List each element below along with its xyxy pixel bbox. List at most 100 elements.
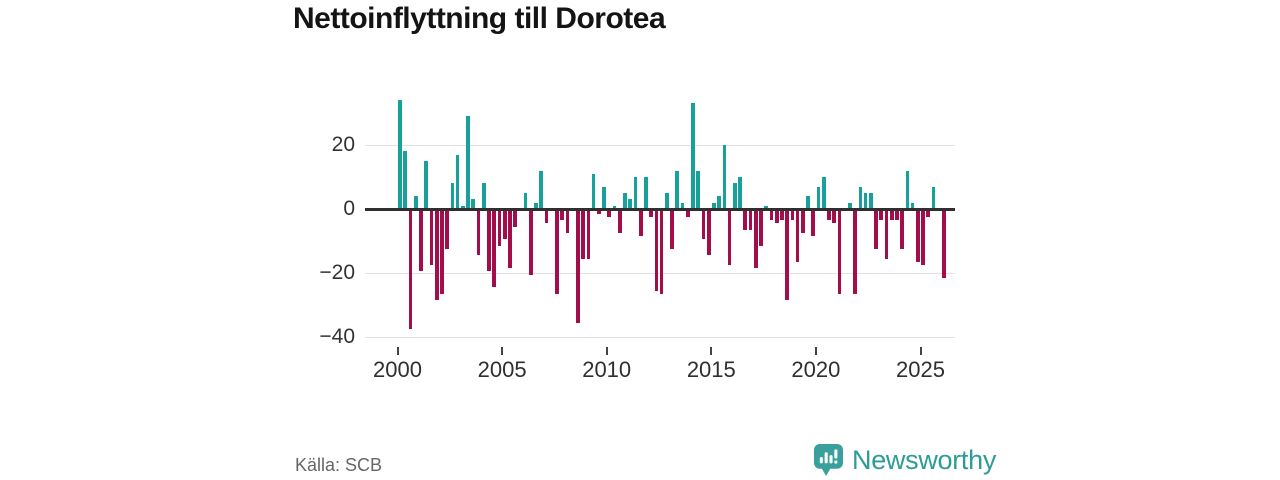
- bar: [424, 161, 429, 209]
- bar: [800, 210, 805, 233]
- bar: [717, 196, 721, 209]
- y-axis-label: −40: [319, 325, 355, 348]
- bar: [905, 170, 910, 209]
- bar: [628, 199, 633, 209]
- bar: [868, 193, 873, 209]
- bar: [837, 210, 842, 294]
- bar: [633, 177, 638, 209]
- bar: [706, 210, 711, 256]
- logo-bar-short: [819, 457, 823, 464]
- bar: [513, 210, 517, 227]
- bar: [419, 210, 423, 272]
- bar: [748, 210, 753, 230]
- y-axis-label: 20: [331, 133, 355, 156]
- x-tick-mark: [396, 347, 399, 355]
- bar: [502, 210, 507, 240]
- bar: [434, 210, 439, 301]
- bar: [670, 210, 674, 249]
- logo-exclamation-dot: [834, 460, 838, 464]
- bar: [476, 210, 481, 256]
- bar: [497, 210, 502, 246]
- bar: [832, 210, 837, 224]
- bar: [759, 210, 763, 246]
- bar: [769, 210, 774, 221]
- bar: [466, 116, 470, 209]
- bar: [879, 210, 884, 221]
- bar: [827, 210, 831, 221]
- gridline-y-40: [365, 337, 955, 338]
- x-axis-label: 2000: [373, 357, 422, 382]
- bar: [654, 210, 659, 291]
- brand-lockup: Newsworthy: [813, 443, 996, 477]
- bar: [816, 186, 821, 209]
- bar: [623, 193, 627, 209]
- logo-bar-tall: [824, 452, 828, 464]
- bar: [612, 205, 617, 209]
- y-axis-label: −20: [319, 261, 355, 284]
- y-axis-label: 0: [343, 197, 355, 220]
- bar: [492, 210, 497, 288]
- bar: [764, 205, 769, 209]
- bar: [555, 210, 559, 294]
- bar: [565, 210, 570, 233]
- bar: [539, 170, 544, 209]
- logo-bar-medium: [829, 455, 833, 464]
- bar: [926, 210, 931, 217]
- bar: [921, 210, 925, 265]
- bar: [450, 183, 455, 209]
- bar: [638, 210, 643, 237]
- bar: [691, 103, 695, 209]
- x-tick-mark: [919, 347, 922, 355]
- bar: [649, 210, 653, 217]
- bar: [440, 210, 444, 294]
- source-note: Källa: SCB: [295, 455, 383, 475]
- bar: [889, 210, 894, 221]
- bar: [597, 210, 601, 214]
- x-tick-mark: [605, 347, 608, 355]
- bar: [481, 183, 486, 209]
- bar: [774, 210, 779, 224]
- bar: [685, 210, 690, 217]
- plot-area: 20 0 −20 −40 2000 2005 2010 2015 2020 2025: [319, 90, 955, 382]
- bar: [413, 196, 418, 209]
- bar: [910, 202, 915, 209]
- bar: [455, 154, 460, 209]
- bar: [727, 210, 732, 265]
- chart-title: Nettoinflyttning till Dorotea: [293, 2, 666, 35]
- bar: [607, 210, 612, 217]
- bar: [398, 100, 402, 209]
- bar: [895, 210, 899, 221]
- bar: [487, 210, 491, 272]
- bar: [508, 210, 512, 269]
- bar: [858, 186, 863, 209]
- bar: [701, 210, 706, 240]
- x-tick-mark: [814, 347, 817, 355]
- bar: [884, 210, 889, 259]
- x-axis-label: 2025: [896, 357, 945, 382]
- bar: [738, 177, 742, 209]
- bar: [863, 193, 868, 209]
- bar: [743, 210, 748, 230]
- bar: [811, 210, 816, 237]
- bar: [916, 210, 920, 262]
- bar: [900, 210, 905, 249]
- bar: [853, 210, 857, 294]
- newsworthy-logo-icon: [813, 444, 844, 476]
- brand-name: Newsworthy: [852, 444, 997, 475]
- bar: [780, 210, 784, 221]
- logo-exclamation-stem: [834, 449, 838, 459]
- bar: [602, 186, 606, 209]
- x-tick-mark: [710, 347, 713, 355]
- bar: [659, 210, 664, 294]
- bar: [560, 210, 565, 221]
- bar: [712, 202, 716, 209]
- bar: [675, 170, 680, 209]
- bar: [403, 151, 408, 209]
- bar: [806, 196, 810, 209]
- x-axis-label: 2005: [477, 357, 527, 382]
- bar: [576, 210, 580, 323]
- bar: [617, 210, 622, 233]
- x-tick-mark: [501, 347, 504, 355]
- bar: [942, 210, 946, 278]
